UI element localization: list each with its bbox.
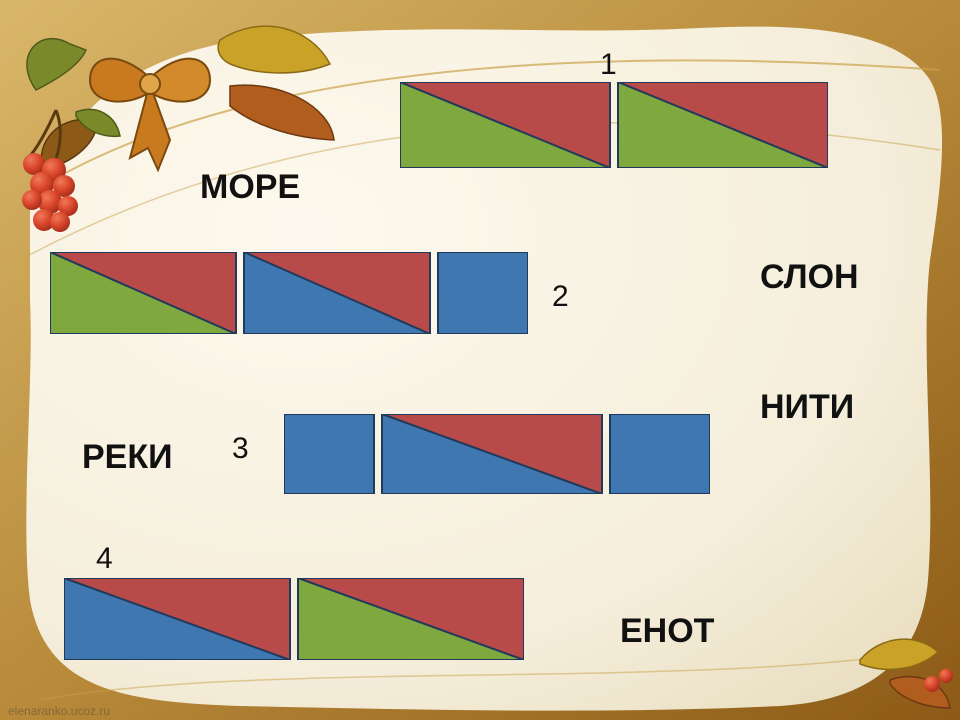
scheme-4-box-1	[64, 578, 290, 660]
word-enot: ЕНОТ	[620, 612, 714, 651]
scheme-3-box-2	[382, 414, 602, 494]
number-3: 3	[232, 432, 249, 466]
word-more: МОРЕ	[200, 168, 300, 207]
scheme-4-box-2	[298, 578, 524, 660]
number-1: 1	[600, 48, 617, 82]
scheme-2-box-1	[50, 252, 236, 334]
word-slon: СЛОН	[760, 258, 859, 297]
scheme-3	[284, 414, 710, 494]
watermark-text: elenaranko.ucoz.ru	[8, 704, 110, 718]
word-reki: РЕКИ	[82, 438, 173, 477]
number-2: 2	[552, 280, 569, 314]
scheme-3-box-3	[610, 414, 710, 494]
scheme-1-box-2	[618, 82, 828, 168]
scheme-1-box-1	[400, 82, 610, 168]
scheme-2-box-3	[438, 252, 528, 334]
scheme-2	[50, 252, 528, 334]
scheme-4	[64, 578, 524, 660]
number-4: 4	[96, 542, 113, 576]
word-niti: НИТИ	[760, 388, 854, 427]
scheme-2-box-2	[244, 252, 430, 334]
scheme-3-box-1	[284, 414, 374, 494]
scheme-1	[400, 82, 828, 168]
slide-frame: МОРЕ СЛОН НИТИ РЕКИ ЕНОТ 1 2 3 4 elenara…	[0, 0, 960, 720]
